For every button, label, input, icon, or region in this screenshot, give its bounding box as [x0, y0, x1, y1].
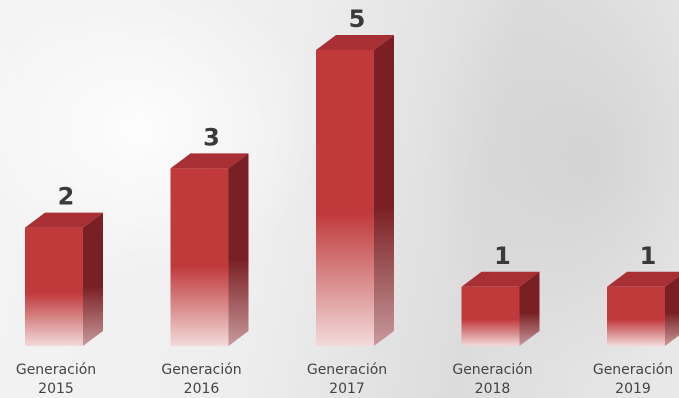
bar-front-face: [461, 286, 520, 346]
category-label-line1: Generación: [16, 362, 96, 378]
bar-value-label: 1: [494, 242, 511, 270]
category-label-line2: 2018: [475, 381, 511, 397]
bar-side-face: [83, 212, 103, 346]
bar-top-face: [316, 35, 394, 50]
bar: [316, 35, 394, 346]
bar-value-label: 2: [58, 183, 75, 211]
bars-layer: [25, 35, 679, 346]
bar-side-face: [228, 153, 249, 346]
category-label: Generación 2015: [16, 362, 96, 397]
labels-layer: 2 Generación 2015 3 Generación 2016 5 Generació…: [16, 5, 673, 397]
category-label: Generación 2019: [593, 362, 673, 397]
category-label-line1: Generación: [307, 362, 387, 378]
bar-front-face: [25, 227, 83, 346]
bar-front-face: [170, 168, 229, 346]
category-label-line2: 2016: [184, 381, 220, 397]
bar-side-face: [665, 276, 679, 346]
category-label: Generación 2016: [161, 362, 241, 397]
bar: [170, 153, 249, 346]
category-label-line1: Generación: [452, 362, 532, 378]
category-label-line2: 2015: [38, 381, 74, 397]
bar-value-label: 1: [640, 242, 657, 270]
category-label: Generación 2018: [452, 362, 532, 397]
category-label-line1: Generación: [161, 362, 241, 378]
bar: [607, 271, 679, 346]
category-label-line2: 2017: [329, 381, 365, 397]
bar-value-label: 5: [349, 5, 366, 33]
bar-side-face: [374, 35, 394, 346]
bar: [25, 212, 103, 346]
bar: [461, 271, 540, 346]
bar-top-face: [170, 153, 249, 169]
category-label-line1: Generación: [593, 362, 673, 378]
category-label: Generación 2017: [307, 362, 387, 397]
bar-front-face: [607, 286, 665, 346]
bar-value-label: 3: [203, 123, 220, 151]
category-label-line2: 2019: [615, 381, 651, 397]
bar-top-face: [25, 212, 103, 228]
bar-top-face: [461, 271, 540, 287]
bar-side-face: [519, 271, 540, 346]
bar-front-face: [316, 50, 374, 346]
bar-top-face: [607, 271, 679, 287]
